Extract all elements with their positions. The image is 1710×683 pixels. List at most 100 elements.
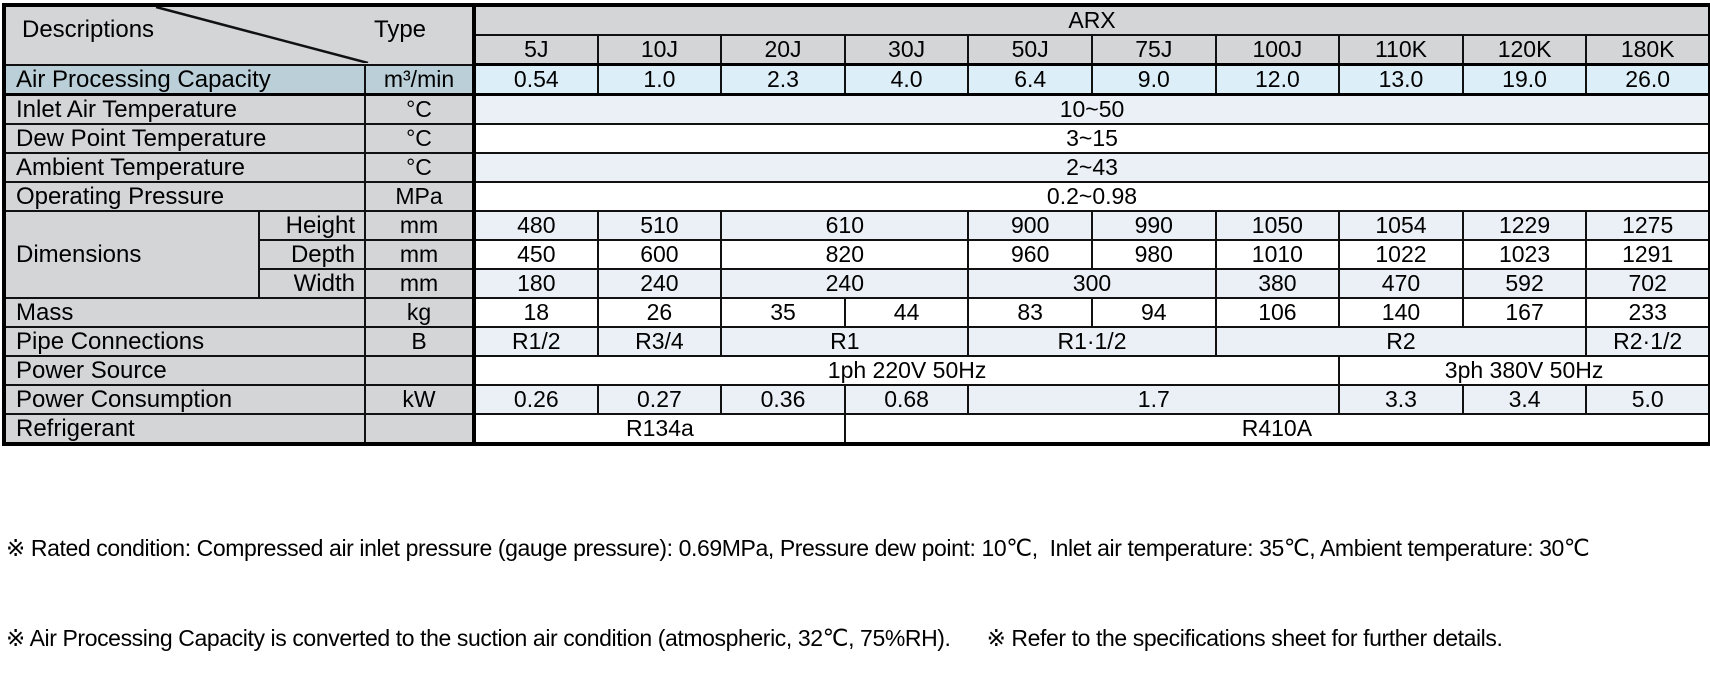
unit-capacity: m³/min bbox=[363, 63, 476, 96]
spec-cell: 10~50 bbox=[472, 93, 1710, 125]
model-header: 20J bbox=[720, 34, 846, 66]
spec-cell: 702 bbox=[1585, 268, 1710, 299]
spec-cell: 83 bbox=[967, 297, 1093, 328]
model-header: 180K bbox=[1585, 34, 1710, 66]
spec-cell: 3.4 bbox=[1461, 384, 1588, 415]
spec-cell: 167 bbox=[1461, 297, 1588, 328]
spec-cell: 980 bbox=[1090, 239, 1217, 270]
unit-height: mm bbox=[363, 210, 476, 241]
spec-cell: 300 bbox=[967, 268, 1217, 299]
unit-ambient: °C bbox=[363, 152, 476, 183]
spec-cell: 820 bbox=[720, 239, 970, 270]
footnotes: ※ Rated condition: Compressed air inlet … bbox=[6, 473, 1590, 683]
row-mass: Mass kg 18 26 35 44 83 94 106 140 167 23… bbox=[3, 297, 1710, 328]
spec-cell: R1·1/2 bbox=[967, 326, 1217, 357]
row-label-ambient: Ambient Temperature bbox=[3, 152, 366, 183]
spec-cell: 94 bbox=[1090, 297, 1217, 328]
diagonal-divider bbox=[155, 7, 369, 63]
descriptions-header: Descriptions bbox=[22, 16, 155, 43]
type-header: Type bbox=[373, 16, 427, 43]
row-refrigerant: Refrigerant R134a R410A bbox=[3, 413, 1710, 445]
header-row-models: 5J 10J 20J 30J 50J 75J 100J 110K 120K 18… bbox=[4, 34, 1710, 66]
spec-cell: 470 bbox=[1338, 268, 1464, 299]
row-inlet-air-temperature: Inlet Air Temperature °C 10~50 bbox=[3, 93, 1710, 125]
unit-width: mm bbox=[363, 268, 476, 299]
row-label-mass: Mass bbox=[3, 297, 366, 328]
spec-cell: R410A bbox=[843, 413, 1710, 445]
spec-cell: R3/4 bbox=[596, 326, 723, 357]
spec-cell: 600 bbox=[596, 239, 723, 270]
row-label-dimensions: Dimensions bbox=[3, 210, 260, 299]
row-label-refrigerant: Refrigerant bbox=[3, 413, 366, 445]
model-header: 100J bbox=[1214, 34, 1341, 66]
spec-cell: 960 bbox=[967, 239, 1093, 270]
spec-cell: 12.0 bbox=[1214, 63, 1341, 96]
spec-cell: 1275 bbox=[1585, 210, 1710, 241]
row-label-capacity: Air Processing Capacity bbox=[3, 63, 366, 96]
row-label-pipe: Pipe Connections bbox=[3, 326, 366, 357]
spec-cell: 26 bbox=[596, 297, 723, 328]
spec-cell: 0.2~0.98 bbox=[472, 181, 1710, 212]
spec-cell: 18 bbox=[472, 297, 599, 328]
row-operating-pressure: Operating Pressure MPa 0.2~0.98 bbox=[3, 181, 1710, 212]
footnote-line-1: ※ Rated condition: Compressed air inlet … bbox=[6, 535, 1590, 561]
spec-cell: 0.26 bbox=[472, 384, 599, 415]
unit-power-consumption: kW bbox=[363, 384, 476, 415]
spec-cell: 240 bbox=[720, 268, 970, 299]
row-power-source: Power Source 1ph 220V 50Hz 3ph 380V 50Hz bbox=[3, 355, 1710, 386]
header-row-series: Descriptions Type ARX bbox=[2, 4, 1710, 66]
row-label-dew: Dew Point Temperature bbox=[3, 123, 366, 154]
spec-cell: 4.0 bbox=[843, 63, 970, 96]
spec-cell: 3.3 bbox=[1338, 384, 1464, 415]
sublabel-height: Height bbox=[258, 210, 366, 241]
model-header: 30J bbox=[843, 34, 970, 66]
model-header: 50J bbox=[967, 34, 1093, 66]
footnote-line-2: ※ Air Processing Capacity is converted t… bbox=[6, 623, 1589, 653]
spec-cell: 140 bbox=[1338, 297, 1464, 328]
spec-cell: 0.27 bbox=[596, 384, 723, 415]
row-label-inlet: Inlet Air Temperature bbox=[3, 93, 366, 125]
spec-cell: R134a bbox=[472, 413, 846, 445]
unit-depth: mm bbox=[363, 239, 476, 270]
row-dimensions-height: Dimensions Height mm 480 510 610 900 990… bbox=[3, 210, 1710, 299]
unit-pipe: B bbox=[363, 326, 476, 357]
spec-cell: 35 bbox=[720, 297, 846, 328]
spec-cell: 1022 bbox=[1338, 239, 1464, 270]
spec-cell: 2.3 bbox=[720, 63, 846, 96]
spec-cell: R1/2 bbox=[472, 326, 599, 357]
spec-cell: 0.36 bbox=[720, 384, 846, 415]
spec-cell: 106 bbox=[1214, 297, 1341, 328]
model-header: 110K bbox=[1338, 34, 1464, 66]
corner-header-cell: Descriptions Type bbox=[2, 4, 476, 66]
unit-mass: kg bbox=[363, 297, 476, 328]
row-power-consumption: Power Consumption kW 0.26 0.27 0.36 0.68… bbox=[3, 384, 1710, 415]
spec-cell: 1023 bbox=[1461, 239, 1588, 270]
footnote-capacity: ※ Air Processing Capacity is converted t… bbox=[6, 625, 951, 651]
spec-cell: R1 bbox=[720, 326, 970, 357]
spec-cell: 1229 bbox=[1461, 210, 1588, 241]
spec-cell: 1ph 220V 50Hz bbox=[472, 355, 1341, 386]
row-pipe-connections: Pipe Connections B R1/2 R3/4 R1 R1·1/2 R… bbox=[3, 326, 1710, 357]
spec-cell: R2·1/2 bbox=[1585, 326, 1710, 357]
spec-cell: 1010 bbox=[1214, 239, 1341, 270]
spec-cell: 2~43 bbox=[472, 152, 1710, 183]
unit-dew: °C bbox=[363, 123, 476, 154]
spec-cell: 26.0 bbox=[1585, 63, 1710, 96]
spec-cell: 900 bbox=[967, 210, 1093, 241]
spec-cell: R2 bbox=[1214, 326, 1588, 357]
spec-cell: 0.68 bbox=[843, 384, 970, 415]
model-header: 120K bbox=[1461, 34, 1588, 66]
spec-cell: 450 bbox=[472, 239, 599, 270]
spec-cell: 19.0 bbox=[1461, 63, 1588, 96]
spec-cell: 1050 bbox=[1214, 210, 1341, 241]
row-label-power-consumption: Power Consumption bbox=[3, 384, 366, 415]
unit-power-source bbox=[363, 355, 476, 386]
spec-cell: 9.0 bbox=[1090, 63, 1217, 96]
spec-cell: 1054 bbox=[1338, 210, 1464, 241]
spec-cell: 180 bbox=[472, 268, 599, 299]
spec-cell: 44 bbox=[843, 297, 970, 328]
row-dew-point-temperature: Dew Point Temperature °C 3~15 bbox=[3, 123, 1710, 154]
spec-cell: 610 bbox=[720, 210, 970, 241]
sublabel-depth: Depth bbox=[258, 239, 366, 270]
row-dimensions-width: Width mm 180 240 240 300 380 470 592 702 bbox=[4, 268, 1710, 299]
